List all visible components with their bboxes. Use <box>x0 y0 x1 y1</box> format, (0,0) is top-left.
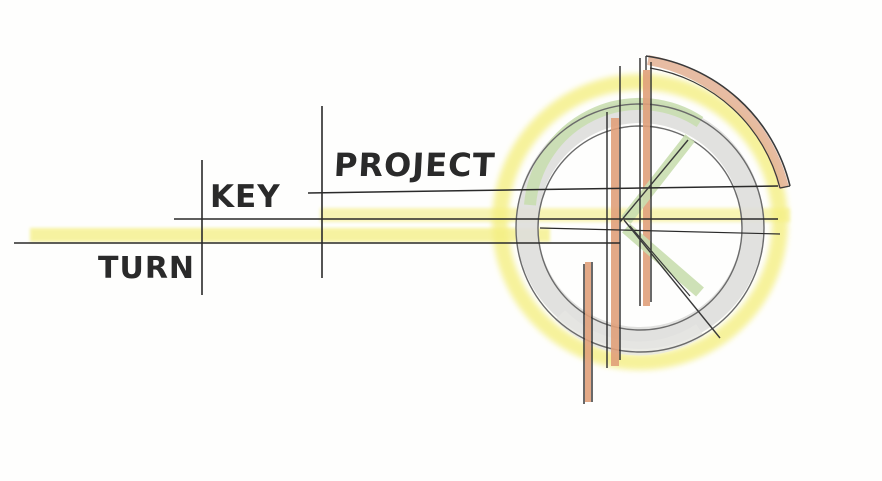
green-arm-upper <box>621 134 695 224</box>
orange-arc-outline-inner <box>649 67 781 189</box>
yellow-band-right <box>320 208 790 222</box>
orange-bar-1 <box>611 118 619 366</box>
word-project: PROJECT <box>333 146 497 184</box>
green-ring-arc-2 <box>554 310 704 356</box>
word-turn: TURN <box>98 251 196 286</box>
word-key: KEY <box>210 179 281 215</box>
yellow-band-left <box>30 228 550 242</box>
orange-bar-3 <box>585 262 591 402</box>
green-arm-lower <box>622 223 704 297</box>
orange-arc-outline <box>645 55 791 187</box>
orange-arc <box>647 55 789 190</box>
